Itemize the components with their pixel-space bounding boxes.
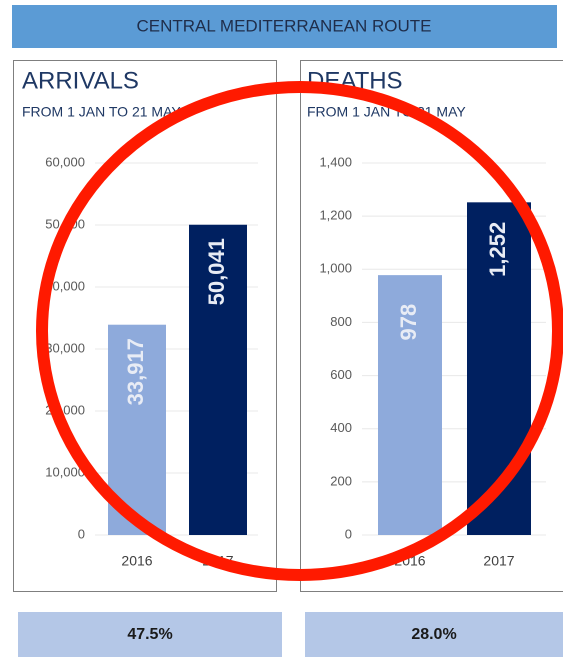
chart-subtitle: FROM 1 JAN TO 21 MAY bbox=[22, 104, 181, 120]
chart-title: ARRIVALS bbox=[22, 67, 139, 94]
value-label: 978 bbox=[396, 304, 421, 341]
x-tick-label: 2016 bbox=[121, 553, 152, 569]
y-tick-label: 0 bbox=[78, 526, 85, 541]
y-tick-label: 1,400 bbox=[319, 154, 352, 169]
y-tick-label: 800 bbox=[330, 314, 352, 329]
value-label: 1,252 bbox=[485, 222, 510, 277]
y-tick-label: 0 bbox=[345, 526, 352, 541]
y-tick-label: 600 bbox=[330, 367, 352, 382]
footer-value: 47.5% bbox=[127, 626, 172, 643]
footer-value: 28.0% bbox=[411, 626, 456, 643]
y-tick-label: 200 bbox=[330, 473, 352, 488]
y-tick-label: 30,000 bbox=[45, 340, 85, 355]
value-label: 50,041 bbox=[204, 238, 229, 305]
x-tick-label: 2017 bbox=[483, 553, 514, 569]
header-title: CENTRAL MEDITERRANEAN ROUTE bbox=[136, 16, 431, 35]
y-tick-label: 400 bbox=[330, 420, 352, 435]
y-tick-label: 1,000 bbox=[319, 261, 352, 276]
value-label: 33,917 bbox=[123, 338, 148, 405]
y-tick-label: 60,000 bbox=[45, 154, 85, 169]
y-tick-label: 1,200 bbox=[319, 208, 352, 223]
